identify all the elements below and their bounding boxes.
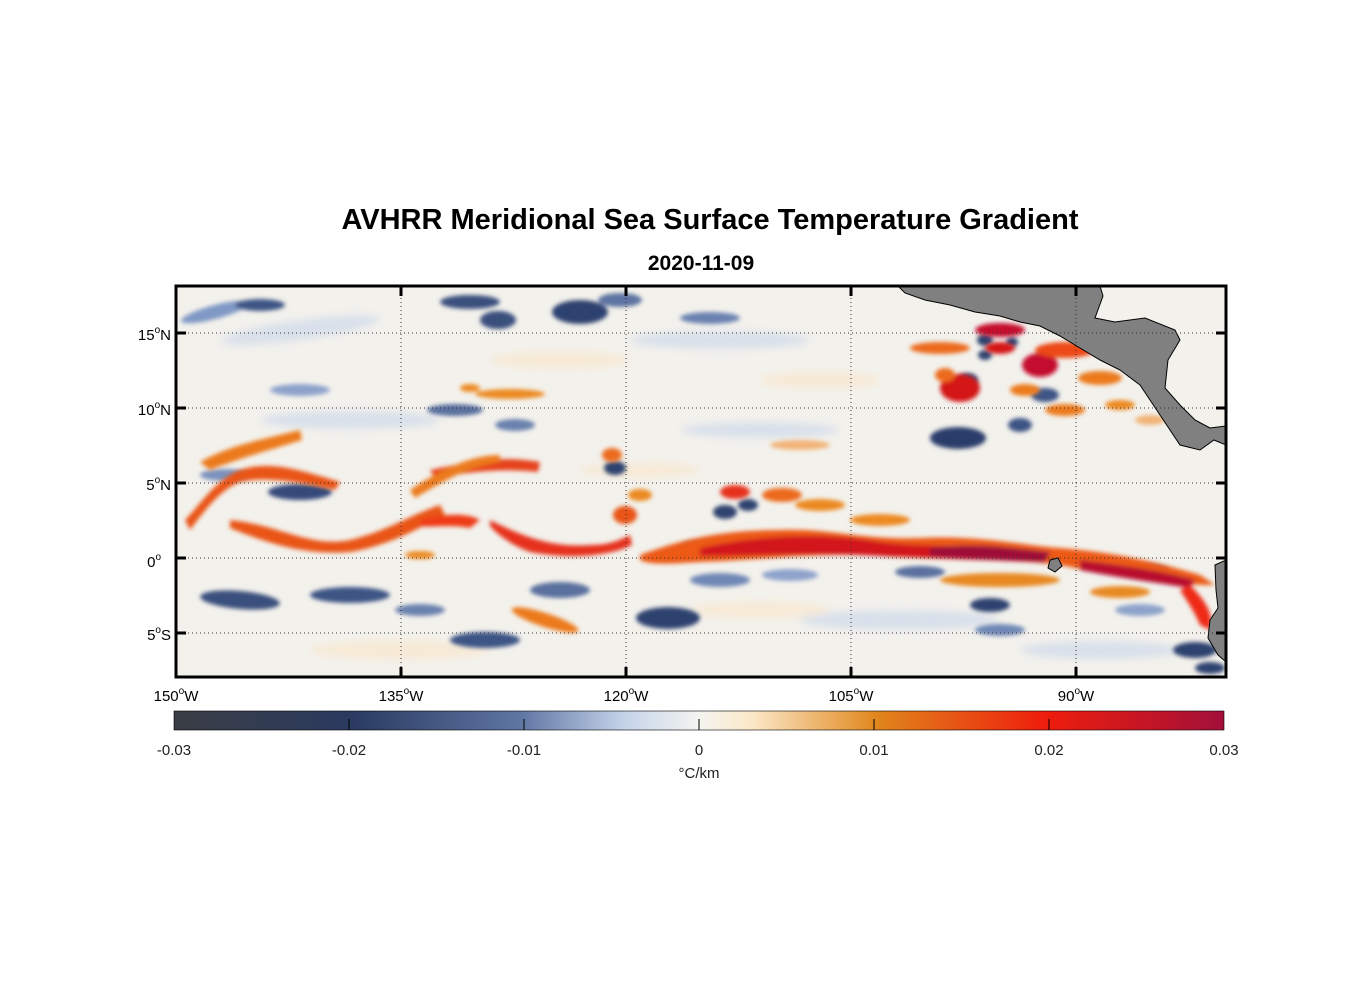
- colorbar-tick-label: 0.03: [1209, 742, 1238, 759]
- x-tick-label-105w: 105oW: [829, 686, 875, 705]
- map-gridlines: [176, 286, 1226, 677]
- colorbar-ticks: [348, 719, 1050, 730]
- y-tick-labels: 15oN 10oN 5oN 0o 5oS: [138, 325, 171, 644]
- y-tick-label-15n: 15oN: [138, 325, 171, 344]
- colorbar-tick-label: 0.02: [1034, 742, 1063, 759]
- central-america-landmass: [897, 286, 1226, 451]
- x-tick-label-90w: 90oW: [1058, 686, 1095, 705]
- colorbar-tick-label: 0.01: [859, 742, 888, 759]
- chart-subtitle-date: 2020-11-09: [647, 252, 755, 275]
- colorbar: -0.03 -0.02 -0.01 0 0.01 0.02 0.03 °C/km: [157, 710, 1239, 782]
- colorbar-tick-label: 0: [695, 742, 703, 759]
- chart-title: AVHRR Meridional Sea Surface Temperature…: [341, 204, 1079, 236]
- y-tick-label-5s: 5oS: [147, 625, 171, 644]
- sst-gradient-field: [181, 286, 1226, 674]
- colorbar-tick-label: -0.02: [332, 742, 366, 759]
- y-tick-label-5n: 5oN: [146, 475, 171, 494]
- y-tick-label-0: 0o: [147, 552, 161, 571]
- colorbar-tick-label: -0.01: [507, 742, 541, 759]
- south-america-landmass: [1207, 559, 1226, 663]
- y-tick-label-10n: 10oN: [138, 400, 171, 419]
- colorbar-tick-label: -0.03: [157, 742, 191, 759]
- colorbar-unit-label: °C/km: [679, 765, 720, 782]
- x-tick-labels: 150oW 135oW 120oW 105oW 90oW: [154, 686, 1095, 705]
- x-tick-label-150w: 150oW: [154, 686, 200, 705]
- x-tick-label-120w: 120oW: [604, 686, 650, 705]
- map-tick-marks: [176, 286, 1226, 677]
- x-tick-label-135w: 135oW: [379, 686, 425, 705]
